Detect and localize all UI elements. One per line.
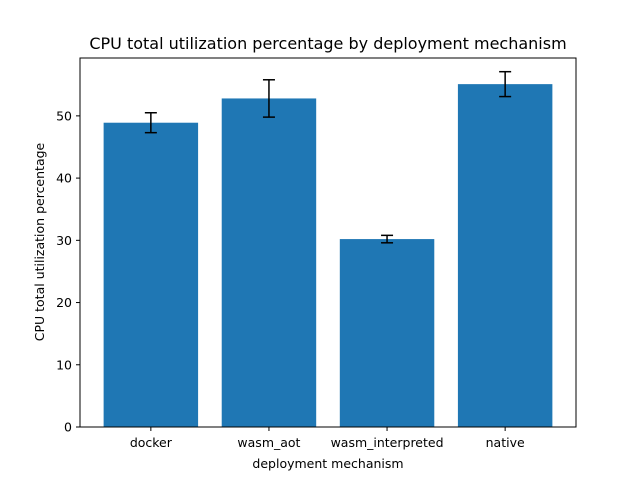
x-axis-label: deployment mechanism [252,456,403,471]
y-tick-label: 0 [64,420,72,435]
plot-frame [79,57,577,428]
y-axis-label: CPU total utilization percentage [32,142,47,341]
y-tick-label: 10 [56,357,72,372]
bar-native [457,84,553,427]
x-tick-label: wasm_interpreted [331,435,444,450]
error-bar-native [499,70,512,98]
x-ticks-group: docker wasm_aot wasm_interpreted native [130,427,525,450]
bars-group [103,84,553,428]
chart-title: CPU total utilization percentage by depl… [89,34,566,53]
y-ticks-group: 0 10 20 30 40 50 [56,108,80,435]
error-bar-wasm_interpreted [381,234,394,244]
x-tick-label: docker [130,435,173,450]
bar-docker [103,122,199,427]
bar-wasm_aot [221,98,317,428]
x-tick-label: wasm_aot [237,435,300,450]
bar-wasm_interpreted [339,239,435,427]
error-bar-wasm_aot [262,79,275,118]
axes-group [79,57,577,428]
y-tick-label: 30 [56,233,72,248]
error-bars-group [144,70,512,244]
y-tick-label: 40 [56,171,72,186]
y-tick-label: 20 [56,295,72,310]
y-tick-label: 50 [56,108,72,123]
x-tick-label: native [486,435,525,450]
error-bar-docker [144,112,157,134]
